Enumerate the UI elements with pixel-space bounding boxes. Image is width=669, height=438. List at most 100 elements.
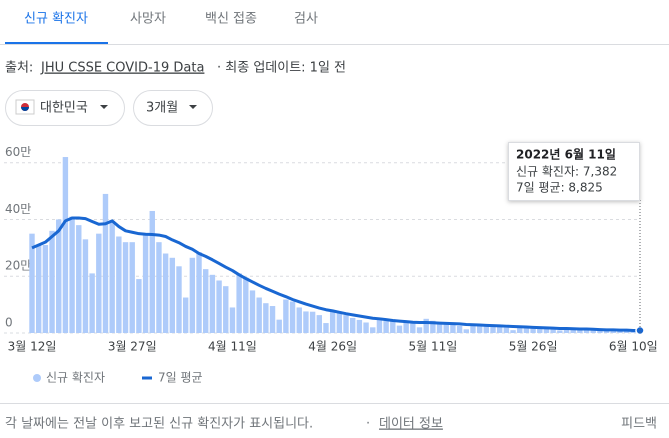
bar xyxy=(490,326,496,333)
bar xyxy=(116,236,122,333)
bar xyxy=(376,318,383,333)
bar xyxy=(456,325,463,333)
period-label: 3개월 xyxy=(146,101,178,116)
tab[interactable]: 검사 xyxy=(294,12,318,27)
data-info-link[interactable]: 데이터 정보 xyxy=(379,417,443,432)
bar xyxy=(510,330,516,333)
bar xyxy=(610,331,616,333)
bar xyxy=(423,318,429,333)
bar xyxy=(109,220,115,333)
tab-indicator xyxy=(5,42,108,45)
bar xyxy=(102,193,109,333)
x-tick-label: 3월 27일 xyxy=(108,340,157,354)
x-tick-label: 5월 26일 xyxy=(509,340,558,354)
bar xyxy=(463,329,469,333)
bar xyxy=(496,327,503,333)
bar xyxy=(530,327,536,333)
bar xyxy=(543,328,550,333)
bar xyxy=(537,327,543,333)
bar xyxy=(169,257,176,333)
bar xyxy=(189,257,196,333)
bar xyxy=(557,330,563,333)
bar xyxy=(236,273,242,333)
legend-label: 신규 확진자 xyxy=(46,371,105,385)
period-dropdown[interactable] xyxy=(133,90,213,126)
bar xyxy=(289,301,296,333)
bar xyxy=(176,266,182,333)
bar xyxy=(142,233,149,333)
bar xyxy=(476,325,483,333)
bar xyxy=(577,328,583,333)
tab[interactable]: 백신 접종 xyxy=(205,12,257,27)
dropdown-arrow xyxy=(100,105,108,109)
updated: · 최종 업데이트: 1일 전 xyxy=(217,61,346,76)
bar xyxy=(350,317,356,333)
bar xyxy=(136,279,142,333)
dropdown-arrow xyxy=(189,105,197,109)
bar xyxy=(336,311,343,333)
end-dot xyxy=(635,325,645,336)
flag xyxy=(15,99,35,115)
bar xyxy=(483,325,490,333)
bar xyxy=(263,303,269,333)
x-tick-label: 6월 10일 xyxy=(609,340,658,354)
bar xyxy=(196,252,202,333)
bar xyxy=(89,273,95,333)
bar xyxy=(129,242,135,333)
average-line xyxy=(31,216,641,332)
source-label: 출처: xyxy=(5,61,33,76)
footer-dot: · xyxy=(366,417,370,432)
bar xyxy=(450,324,456,333)
feedback-link[interactable]: 피드백 xyxy=(621,417,657,432)
bar xyxy=(216,280,222,333)
x-tick-label: 3월 12일 xyxy=(8,340,57,354)
x-tick-label: 4월 11일 xyxy=(208,340,257,354)
bar xyxy=(303,311,309,333)
bar xyxy=(523,326,530,333)
bar xyxy=(35,245,42,333)
tab[interactable]: 사망자 xyxy=(130,12,166,27)
tooltip-line: 7일 평균: 8,825 xyxy=(516,181,603,195)
tooltip-date: 2022년 6월 11일 xyxy=(516,147,616,162)
bar xyxy=(470,324,476,333)
bar xyxy=(82,239,89,333)
x-tick-label: 5월 11일 xyxy=(408,340,457,354)
bar xyxy=(403,321,409,333)
tooltip-line: 신규 확진자: 7,382 xyxy=(516,165,617,179)
bar xyxy=(356,319,363,333)
bar xyxy=(162,253,169,333)
bar xyxy=(570,329,576,333)
bar xyxy=(276,319,282,333)
bar xyxy=(563,329,570,333)
bar xyxy=(209,274,216,333)
bar xyxy=(269,306,276,333)
bar xyxy=(603,330,610,333)
bar xyxy=(49,230,55,333)
tab[interactable]: 신규 확진자 xyxy=(24,12,88,27)
bar xyxy=(243,277,249,333)
y-tick-label: 20만 xyxy=(5,259,31,273)
bar xyxy=(296,307,302,333)
bar xyxy=(96,233,102,333)
bar xyxy=(410,321,416,333)
bar xyxy=(517,326,523,333)
y-tick-label: 0 xyxy=(5,316,13,330)
bar xyxy=(590,329,596,333)
bar xyxy=(329,310,336,333)
legend-label: 7일 평균 xyxy=(158,371,203,385)
bar xyxy=(182,297,189,333)
source-link[interactable]: JHU CSSE COVID-19 Data xyxy=(40,61,204,76)
bar xyxy=(283,299,289,333)
bar xyxy=(249,290,256,333)
legend-swatch xyxy=(33,374,41,382)
region-dropdown[interactable] xyxy=(5,90,125,126)
bar xyxy=(416,327,423,333)
bar xyxy=(370,327,376,333)
bar xyxy=(343,315,349,333)
bar xyxy=(583,329,590,333)
bar xyxy=(436,323,443,333)
bar xyxy=(550,328,556,333)
footer-note: 각 날짜에는 전날 이후 보고된 신규 확진자가 표시됩니다. xyxy=(5,417,313,432)
bar xyxy=(62,157,69,333)
